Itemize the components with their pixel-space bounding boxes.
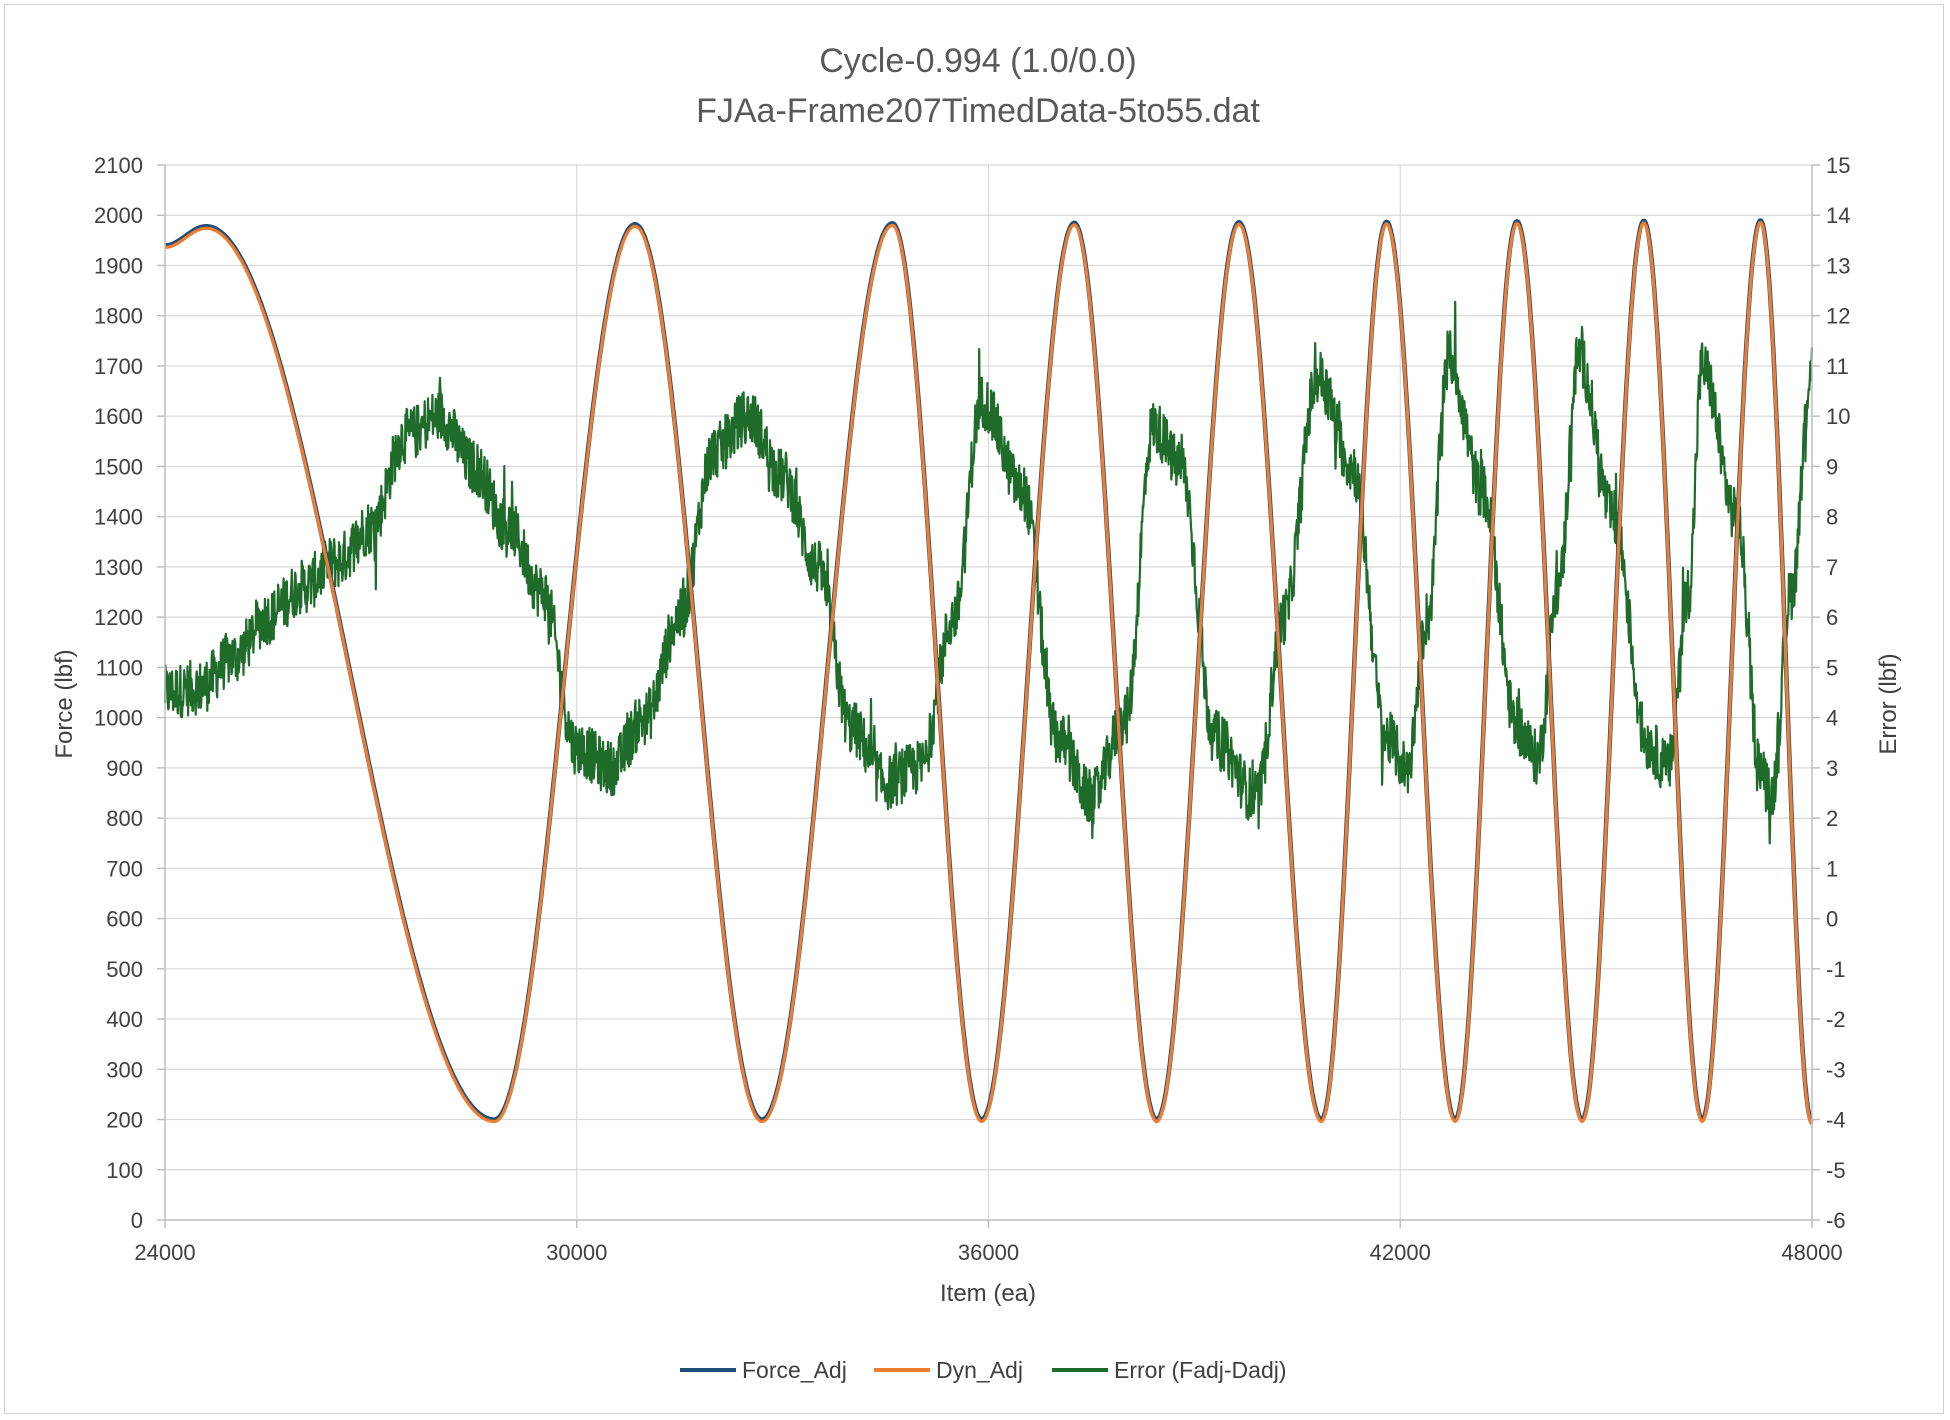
y-tick-label: 500 (106, 957, 143, 982)
y2-tick-label: -3 (1826, 1057, 1846, 1082)
y-tick-label: 1600 (94, 404, 143, 429)
y-tick-label: 400 (106, 1007, 143, 1032)
y2-tick-label: 2 (1826, 806, 1838, 831)
y-tick-label: 2100 (94, 153, 143, 178)
y2-axis-title: Error (lbf) (1875, 653, 1902, 754)
y2-tick-label: -4 (1826, 1108, 1846, 1133)
y2-tick-label: 13 (1826, 253, 1850, 278)
y-tick-label: 1300 (94, 555, 143, 580)
x-tick-label: 42000 (1370, 1240, 1431, 1265)
x-axis-title: Item (ea) (940, 1280, 1036, 1307)
y-tick-label: 700 (106, 856, 143, 881)
y2-tick-label: 10 (1826, 404, 1850, 429)
x-tick-label: 36000 (958, 1240, 1019, 1265)
y2-tick-label: 9 (1826, 454, 1838, 479)
y-tick-label: 1000 (94, 706, 143, 731)
y2-tick-label: -5 (1826, 1158, 1846, 1183)
y-tick-label: 1400 (94, 505, 143, 530)
y2-tick-label: 12 (1826, 304, 1850, 329)
y-tick-label: 900 (106, 756, 143, 781)
chart-title-line2: FJAa-Frame207TimedData-5to55.dat (696, 92, 1260, 130)
x-tick-label: 48000 (1781, 1240, 1842, 1265)
y2-tick-label: 1 (1826, 856, 1838, 881)
y2-tick-label: 15 (1826, 153, 1850, 178)
chart-title-line1: Cycle-0.994 (1.0/0.0) (819, 42, 1137, 80)
y-tick-label: 200 (106, 1108, 143, 1133)
legend-label-force-adj: Force_Adj (742, 1357, 847, 1383)
x-tick-label: 30000 (546, 1240, 607, 1265)
y2-tick-label: 11 (1826, 354, 1849, 379)
chart-frame (4, 4, 1944, 1414)
series-error-line (163, 300, 1814, 845)
y-tick-label: 800 (106, 806, 143, 831)
y-tick-label: 1900 (94, 253, 143, 278)
y2-tick-label: 3 (1826, 756, 1838, 781)
y-tick-label: 0 (131, 1208, 143, 1233)
y2-tick-label: -2 (1826, 1007, 1846, 1032)
gridlines (164, 164, 1813, 1221)
y2-tick-label: 0 (1826, 907, 1838, 932)
y-axis-title: Force (lbf) (51, 649, 78, 758)
x-tick-label: 24000 (134, 1240, 195, 1265)
y-tick-label: 1800 (94, 304, 143, 329)
legend: Force_Adj Dyn_Adj Error (Fadj-Dadj) (680, 1357, 1287, 1383)
series-dyn-adj-line (164, 221, 1814, 1126)
y-tick-label: 1200 (94, 605, 143, 630)
y-tick-label: 600 (106, 907, 143, 932)
y-tick-label: 100 (106, 1158, 143, 1183)
y2-tick-label: 14 (1826, 203, 1850, 228)
y2-tick-label: 6 (1826, 605, 1838, 630)
y2-tick-label: 8 (1826, 505, 1838, 530)
y2-tick-label: -6 (1826, 1208, 1846, 1233)
plot-series (163, 218, 1814, 1126)
y-tick-label: 300 (106, 1057, 143, 1082)
y2-tick-label: 4 (1826, 706, 1838, 731)
y-tick-label: 1100 (96, 655, 143, 680)
y2-tick-label: 5 (1826, 655, 1838, 680)
y-tick-label: 1700 (94, 354, 143, 379)
y-tick-label: 1500 (94, 454, 143, 479)
y-axis-ticks: 0 100 200 300 400 500 600 700 800 900 1000 1100 1200… (94, 153, 165, 1233)
x-axis-ticks: 24000 30000 36000 42000 48000 (134, 1220, 1843, 1265)
legend-label-dyn-adj: Dyn_Adj (936, 1357, 1023, 1383)
legend-label-error: Error (Fadj-Dadj) (1114, 1357, 1287, 1383)
y2-tick-label: 7 (1826, 555, 1838, 580)
y2-tick-label: -1 (1826, 957, 1846, 982)
y-tick-label: 2000 (94, 203, 143, 228)
